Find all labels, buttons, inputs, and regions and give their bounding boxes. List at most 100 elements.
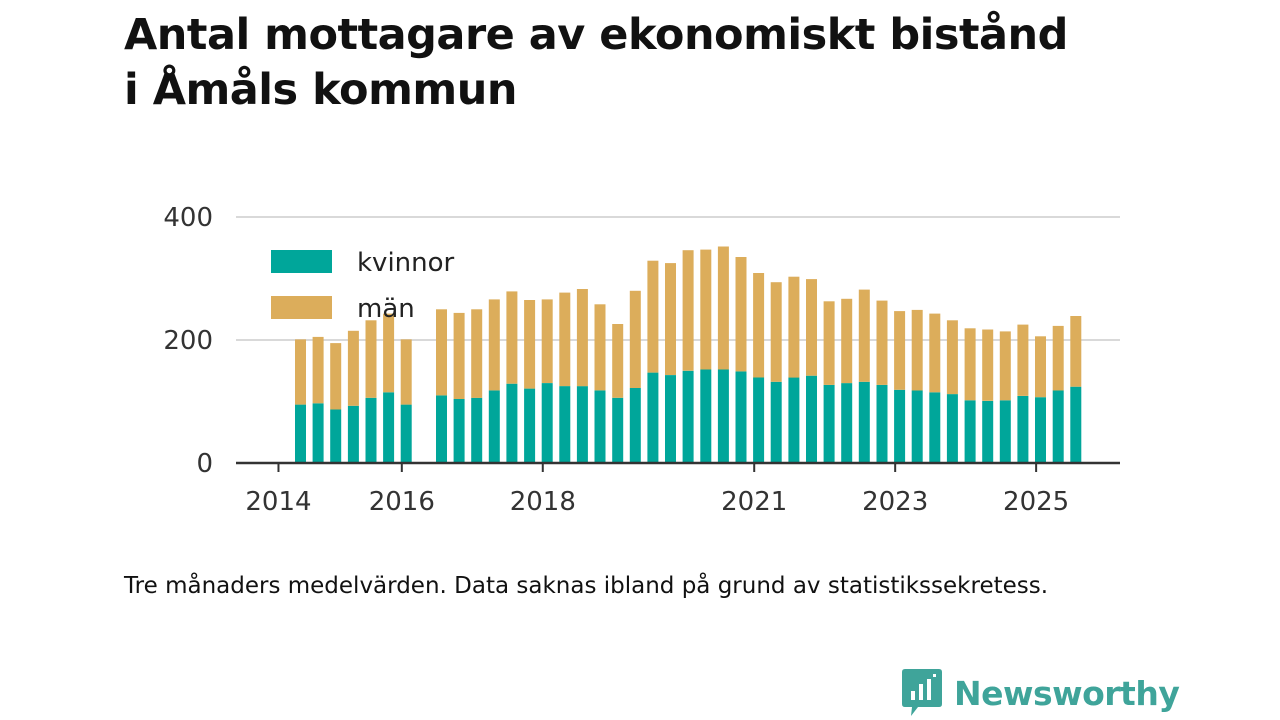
bar-kvinnor: [312, 403, 324, 463]
bar-kvinnor: [682, 370, 694, 464]
x-tick-label: 2025: [1003, 487, 1069, 517]
bar-kvinnor: [453, 399, 465, 463]
bar-kvinnor: [1035, 397, 1046, 463]
bar-man: [594, 304, 606, 391]
bar-kvinnor: [365, 397, 377, 463]
bar-man: [788, 276, 800, 378]
bar-kvinnor: [400, 404, 412, 463]
bar-kvinnor: [929, 392, 941, 463]
bar-kvinnor: [770, 381, 782, 463]
bar-man: [506, 291, 518, 384]
bar-man: [806, 279, 817, 376]
bar-kvinnor: [700, 369, 712, 463]
bar-kvinnor: [876, 384, 888, 463]
bar-man: [982, 329, 994, 401]
bar-kvinnor: [911, 390, 923, 463]
bar-kvinnor: [436, 395, 447, 463]
legend-swatch-man: [271, 296, 332, 319]
y-tick-label: 400: [163, 203, 213, 233]
bar-kvinnor: [717, 369, 729, 463]
bar-man: [524, 300, 536, 389]
bar-kvinnor: [964, 400, 976, 463]
bar-man: [453, 312, 465, 399]
x-tick-label: 2021: [721, 487, 787, 517]
bar-man: [312, 336, 324, 404]
bar-man: [894, 311, 906, 390]
x-tick-label: 2023: [862, 487, 928, 517]
bar-man: [717, 246, 729, 370]
bar-kvinnor: [735, 371, 747, 463]
bar-man: [471, 309, 483, 398]
bar-man: [841, 298, 853, 384]
bar-man: [400, 339, 412, 405]
bar-man: [330, 343, 342, 410]
legend: kvinnor män: [271, 248, 455, 324]
newsworthy-icon: [902, 669, 942, 716]
axes: 0 200 400 2014 2016 2018 2021 2023 2025: [163, 203, 1120, 517]
bar-man: [383, 313, 395, 393]
bar-man: [735, 257, 747, 372]
bar-man: [559, 292, 571, 387]
footnote: Tre månaders medelvärden. Data saknas ib…: [124, 573, 1049, 599]
bar-kvinnor: [295, 404, 306, 463]
legend-label-man: män: [357, 294, 415, 324]
bar-man: [700, 249, 712, 370]
bar-kvinnor: [753, 377, 765, 463]
bar-kvinnor: [858, 381, 870, 463]
bar-man: [295, 339, 306, 405]
bar-kvinnor: [471, 397, 483, 463]
bar-man: [1035, 336, 1046, 398]
legend-swatch-kvinnor: [271, 250, 332, 273]
bar-man: [823, 301, 835, 385]
bar-kvinnor: [559, 386, 571, 463]
chart-title-line-1: Antal mottagare av ekonomiskt bistånd: [124, 10, 1068, 60]
bar-kvinnor: [946, 394, 958, 463]
bar-man: [347, 330, 359, 406]
y-tick-label: 0: [196, 449, 213, 479]
bar-kvinnor: [982, 400, 994, 463]
bar-man: [946, 320, 958, 395]
bar-kvinnor: [647, 372, 659, 463]
bar-man: [612, 324, 624, 398]
bar-kvinnor: [524, 388, 536, 463]
bar-kvinnor: [806, 375, 817, 463]
bar-kvinnor: [788, 377, 800, 463]
bar-man: [964, 328, 976, 401]
bar-man: [665, 263, 676, 375]
bar-man: [911, 309, 923, 391]
brand-logo: Newsworthy: [902, 668, 1180, 718]
bar-kvinnor: [347, 405, 359, 463]
bar-man: [1017, 324, 1029, 396]
bar-man: [647, 260, 659, 373]
bar-kvinnor: [541, 383, 553, 463]
bar-man: [629, 290, 641, 388]
x-tick-label: 2014: [245, 487, 311, 517]
bar-kvinnor: [488, 390, 500, 463]
bar-man: [541, 299, 553, 383]
bar-man: [1052, 325, 1064, 391]
bar-kvinnor: [823, 384, 835, 463]
bar-man: [876, 300, 888, 385]
y-tick-label: 200: [163, 326, 213, 356]
bar-man: [365, 320, 377, 398]
bar-kvinnor: [894, 389, 906, 463]
bar-kvinnor: [999, 400, 1011, 463]
bars: [295, 246, 1082, 464]
bar-man: [929, 313, 941, 393]
chart-title: Antal mottagare av ekonomiskt bistånd i …: [124, 8, 1204, 118]
bar-man: [488, 299, 500, 391]
bar-kvinnor: [841, 383, 853, 463]
bar-man: [770, 282, 782, 382]
x-tick-label: 2018: [510, 487, 576, 517]
x-tick-label: 2016: [369, 487, 435, 517]
bar-kvinnor: [1070, 386, 1082, 463]
bar-man: [999, 331, 1011, 401]
bar-kvinnor: [330, 409, 342, 463]
bar-man: [858, 289, 870, 382]
bar-kvinnor: [612, 397, 624, 463]
bar-man: [753, 273, 765, 378]
bar-man: [1070, 316, 1082, 387]
bar-kvinnor: [506, 383, 518, 463]
